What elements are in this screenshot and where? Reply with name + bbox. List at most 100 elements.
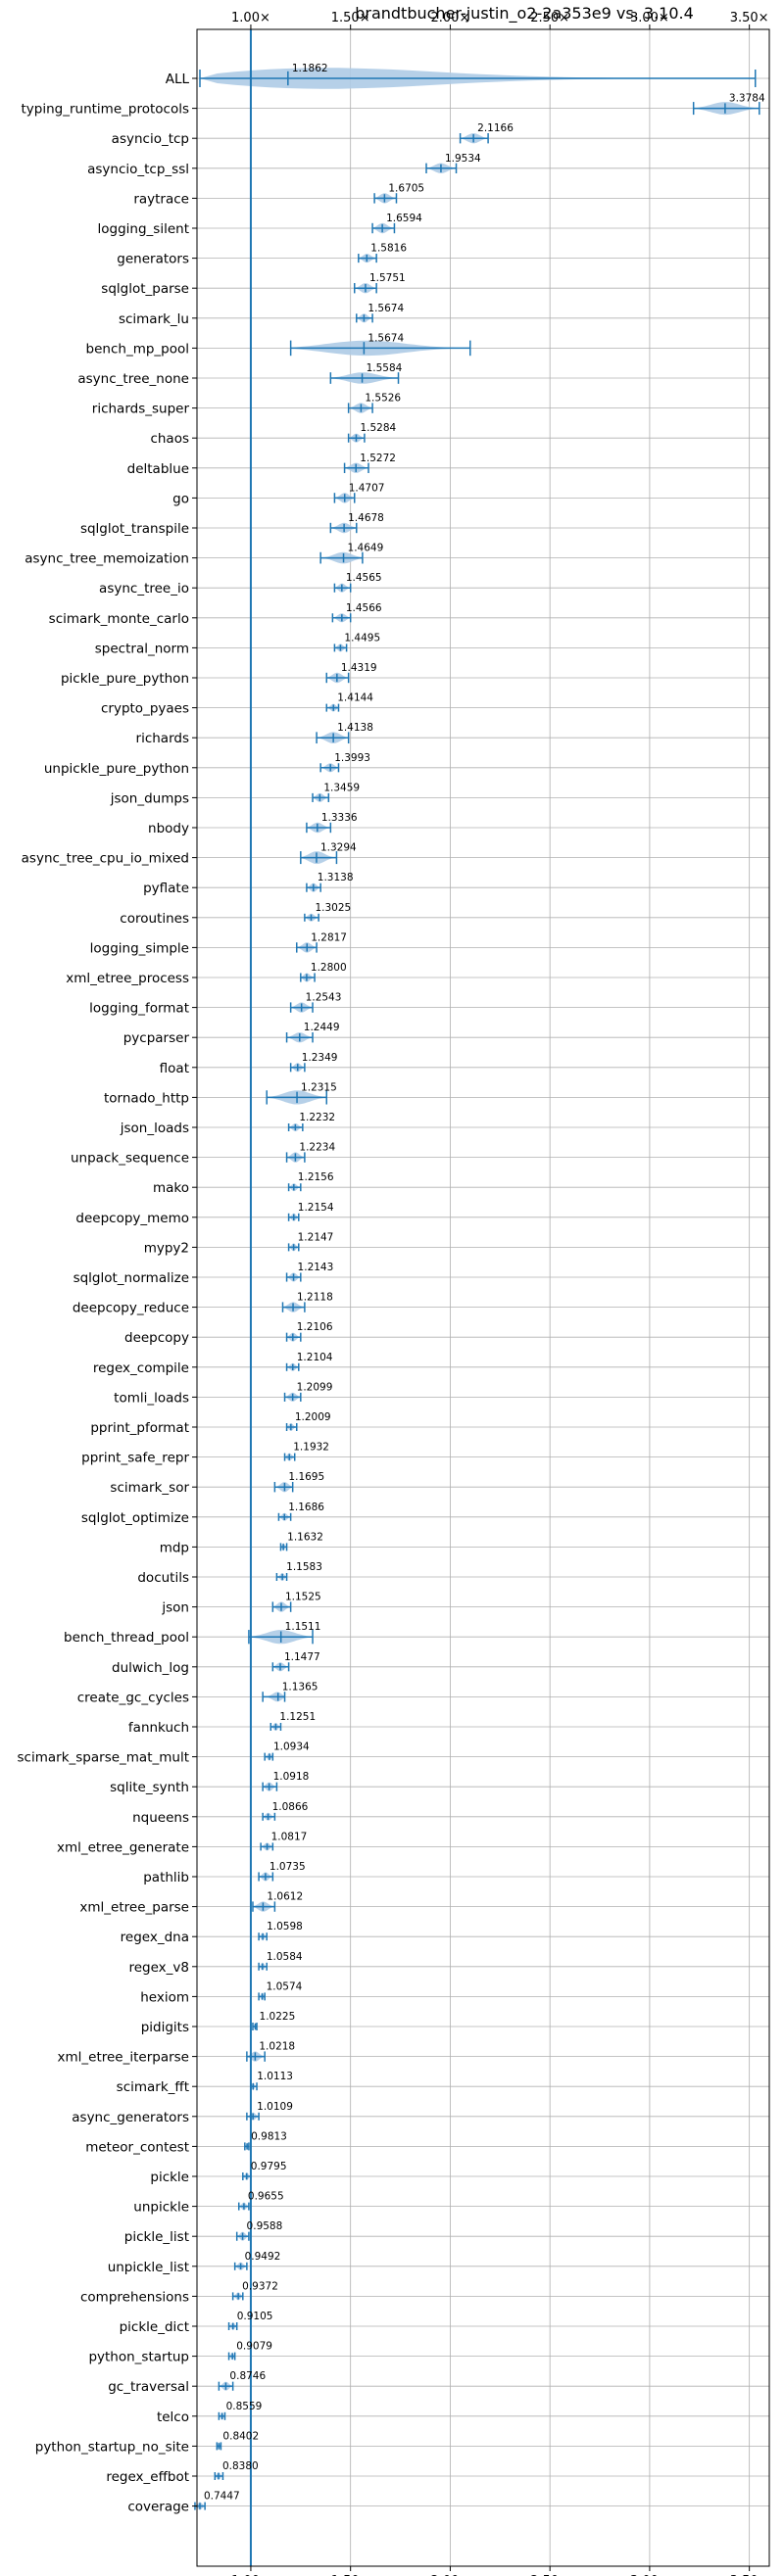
value-label: 1.2349 xyxy=(302,1052,338,1064)
y-tick-label: async_tree_none xyxy=(77,371,189,387)
x-tick-label-bottom: 1.50× xyxy=(331,2574,370,2576)
y-tick-label: unpickle_pure_python xyxy=(44,761,189,777)
y-tick-label: create_gc_cycles xyxy=(77,1690,189,1705)
value-label: 1.5674 xyxy=(368,332,404,344)
y-tick-label: float xyxy=(160,1061,189,1076)
value-label: 1.2232 xyxy=(299,1112,335,1123)
value-label: 1.5674 xyxy=(368,303,404,314)
value-label: 1.0598 xyxy=(267,1921,303,1932)
y-tick-label: deepcopy xyxy=(124,1330,189,1346)
value-label: 1.5816 xyxy=(370,243,407,255)
y-tick-label: regex_dna xyxy=(121,1930,189,1945)
y-tick-label: ALL xyxy=(166,72,190,87)
value-label: 0.8380 xyxy=(222,2460,259,2472)
y-tick-label: logging_simple xyxy=(90,940,189,956)
value-label: 1.2118 xyxy=(297,1292,333,1304)
value-label: 1.1583 xyxy=(286,1561,322,1573)
y-tick-label: mako xyxy=(153,1180,189,1196)
value-label: 0.9795 xyxy=(251,2161,287,2172)
value-label: 1.2800 xyxy=(311,962,347,974)
value-label: 1.1251 xyxy=(279,1711,316,1723)
value-label: 1.5272 xyxy=(360,453,396,464)
value-label: 1.1686 xyxy=(288,1502,324,1513)
y-tick-label: raytrace xyxy=(133,191,189,207)
y-tick-label: fannkuch xyxy=(128,1720,189,1736)
y-tick-label: deepcopy_reduce xyxy=(73,1301,189,1316)
y-tick-label: python_startup xyxy=(88,2350,189,2365)
value-label: 1.4495 xyxy=(344,632,380,644)
y-tick-label: nbody xyxy=(148,821,189,836)
value-label: 1.2099 xyxy=(297,1381,333,1393)
value-label: 1.1365 xyxy=(282,1681,318,1693)
y-tick-label: scimark_fft xyxy=(117,2079,189,2095)
y-tick-label: tornado_http xyxy=(104,1090,189,1106)
y-tick-label: go xyxy=(172,491,189,506)
value-label: 1.2009 xyxy=(295,1411,331,1423)
value-label: 1.6594 xyxy=(386,213,422,224)
y-tick-label: dulwich_log xyxy=(112,1660,189,1676)
value-label: 1.2106 xyxy=(297,1321,333,1333)
x-tick-label-top: 2.00× xyxy=(431,11,470,25)
x-tick-label-top: 2.50× xyxy=(530,11,569,25)
y-tick-label: async_tree_io xyxy=(99,581,189,596)
chart-title: brandtbucher-justin_o2-2a353e9 vs. 3.10.… xyxy=(355,4,694,24)
y-tick-label: async_tree_cpu_io_mixed xyxy=(22,851,189,867)
value-label: 0.9372 xyxy=(242,2280,278,2292)
y-tick-label: async_generators xyxy=(72,2110,189,2125)
value-label: 1.4138 xyxy=(337,722,373,734)
y-tick-label: pathlib xyxy=(143,1870,189,1885)
value-label: 0.8746 xyxy=(229,2370,266,2382)
y-tick-label: meteor_contest xyxy=(85,2139,189,2155)
value-label: 1.3025 xyxy=(315,902,351,914)
y-tick-label: richards xyxy=(136,731,189,746)
y-tick-label: sqlglot_transpile xyxy=(80,521,189,537)
value-label: 1.0109 xyxy=(257,2101,293,2113)
y-tick-label: xml_etree_iterparse xyxy=(58,2050,190,2066)
y-tick-label: asyncio_tcp_ssl xyxy=(87,162,189,177)
y-tick-label: sqlglot_normalize xyxy=(74,1270,189,1286)
x-tick-label-top: 1.00× xyxy=(231,11,270,25)
value-label: 1.1477 xyxy=(284,1651,320,1663)
y-tick-label: pyflate xyxy=(143,881,189,896)
value-label: 1.1932 xyxy=(293,1442,329,1454)
value-label: 1.4566 xyxy=(346,602,382,614)
x-tick-labels: 1.00× 1.00× 1.50× 1.50× 2.00× 2.00× 2.50× 2.50×… xyxy=(231,11,769,2576)
y-tick-label: python_startup_no_site xyxy=(35,2439,189,2455)
y-tick-label: sqlglot_optimize xyxy=(81,1510,189,1526)
y-tick-label: unpickle_list xyxy=(108,2260,189,2275)
value-label: 1.2817 xyxy=(311,931,347,943)
y-tick-label: unpack_sequence xyxy=(71,1151,189,1167)
y-tick-label: regex_effbot xyxy=(106,2469,189,2485)
y-tick-label: hexiom xyxy=(140,1989,189,2005)
x-tick-label-bottom: 2.00× xyxy=(431,2574,470,2576)
y-tick-label: json_loads xyxy=(120,1121,189,1136)
y-tick-label: deepcopy_memo xyxy=(75,1211,189,1226)
value-label: 1.4707 xyxy=(349,482,385,494)
y-tick-label: json xyxy=(161,1600,189,1616)
value-label: 1.4144 xyxy=(337,692,373,704)
y-tick-label: telco xyxy=(157,2409,189,2425)
y-tick-label: bench_thread_pool xyxy=(64,1630,189,1646)
y-tick-label: xml_etree_process xyxy=(66,971,189,986)
value-label: 1.0817 xyxy=(271,1831,308,1842)
y-tick-label: pidigits xyxy=(141,2020,189,2035)
value-label: 1.3993 xyxy=(334,752,370,764)
y-tick-label: pickle xyxy=(150,2170,189,2185)
value-label: 1.5284 xyxy=(360,422,396,434)
value-label: 1.0113 xyxy=(257,2071,293,2082)
y-tick-label: chaos xyxy=(150,431,189,447)
value-label: 1.5584 xyxy=(367,362,403,374)
y-tick-label: async_tree_memoization xyxy=(24,551,189,567)
y-tick-label: scimark_sor xyxy=(110,1480,189,1496)
value-label: 1.0225 xyxy=(260,2011,296,2023)
y-tick-label: coverage xyxy=(127,2500,189,2515)
value-label: 1.0218 xyxy=(259,2041,295,2053)
y-tick-label: xml_etree_generate xyxy=(57,1839,189,1855)
y-tick-label: logging_silent xyxy=(98,221,189,237)
value-label: 1.4649 xyxy=(348,543,384,554)
value-label: 1.5526 xyxy=(365,393,401,405)
y-tick-label: tomli_loads xyxy=(114,1390,189,1406)
value-label: 0.9492 xyxy=(245,2251,281,2263)
y-tick-label: scimark_lu xyxy=(119,311,189,327)
